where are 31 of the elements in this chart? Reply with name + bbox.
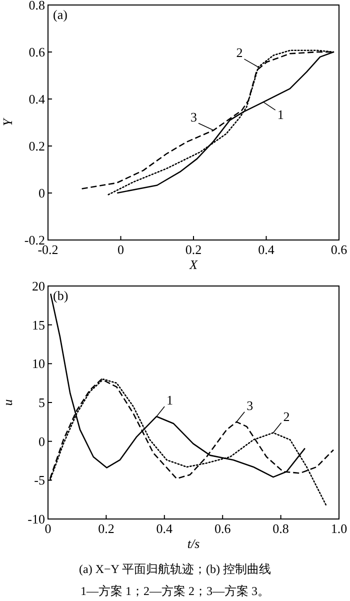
- title: (a): [53, 7, 68, 22]
- title: (b): [53, 288, 68, 303]
- ylabel: Y: [0, 118, 15, 126]
- xtick: 0: [44, 521, 52, 536]
- xtick: 0: [118, 242, 124, 257]
- annotation: 1—方案 1；2—方案 2；3—方案 3。: [80, 584, 270, 598]
- ytick: 20: [32, 278, 45, 294]
- xtick: 0.2: [98, 521, 114, 536]
- ytick: 0.2: [28, 138, 45, 154]
- annotation: (a) X−Y 平面归航轨迹；(b) 控制曲线: [79, 562, 271, 576]
- xtick: 0.2: [185, 242, 202, 257]
- xtick: 0.6: [214, 521, 231, 536]
- ytick: -5: [34, 472, 45, 488]
- xlabel: X: [190, 257, 198, 272]
- ytick: 0: [38, 186, 45, 200]
- ytick: -0.2: [24, 232, 45, 248]
- ytick: 0.8: [28, 0, 45, 12]
- xtick: 0.4: [258, 242, 274, 257]
- ytick: 10: [32, 356, 45, 372]
- ytick: 0.4: [28, 92, 45, 106]
- ytick: 5: [38, 395, 45, 410]
- ytick: 0: [38, 434, 45, 449]
- ytick: 15: [32, 317, 45, 332]
- ytick: -10: [28, 512, 45, 526]
- ylabel: u: [0, 399, 15, 406]
- xtick: 1.0: [330, 521, 348, 536]
- xtick: 0.8: [272, 521, 289, 536]
- xtick: 0.4: [156, 521, 173, 536]
- xtick: 0.6: [330, 242, 348, 257]
- ytick: 0.6: [28, 44, 45, 60]
- xlabel: t/s: [187, 536, 200, 551]
